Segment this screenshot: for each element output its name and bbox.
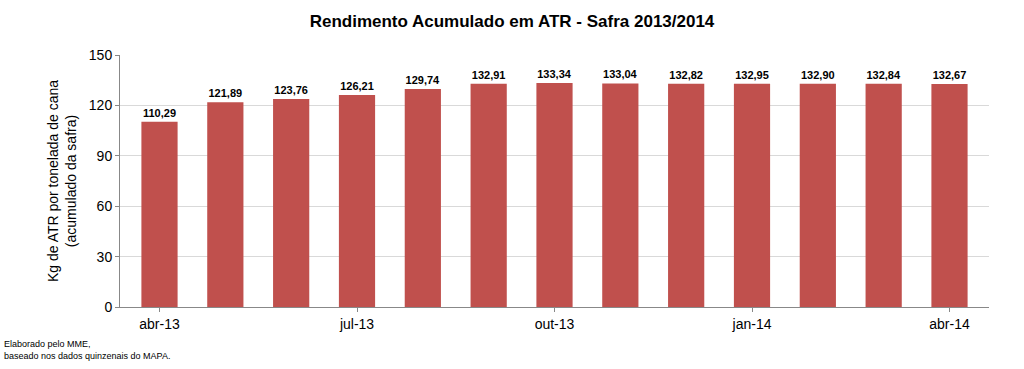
svg-text:132,82: 132,82 [669,69,703,81]
svg-text:110,29: 110,29 [143,107,176,119]
svg-text:Rendimento Acumulado em ATR -: Rendimento Acumulado em ATR - Safra 2013… [310,12,715,31]
svg-text:Elaborado pelo MME,baseado nos: Elaborado pelo MME,baseado nos dados qui… [4,339,170,361]
svg-text:132,67: 132,67 [933,69,967,81]
svg-text:abr-13: abr-13 [139,316,180,332]
svg-text:126,21: 126,21 [340,80,374,92]
svg-text:132,95: 132,95 [735,69,769,81]
svg-text:133,34: 133,34 [537,68,572,80]
svg-text:121,89: 121,89 [209,87,243,99]
svg-text:133,04: 133,04 [603,68,638,80]
svg-text:129,74: 129,74 [406,74,441,86]
svg-text:132,91: 132,91 [472,69,506,81]
svg-text:jan-14: jan-14 [732,316,772,332]
svg-text:90: 90 [97,148,113,164]
svg-text:0: 0 [104,299,112,315]
svg-text:30: 30 [97,249,113,265]
svg-text:123,76: 123,76 [274,84,308,96]
svg-text:jul-13: jul-13 [339,316,374,332]
svg-text:abr-14: abr-14 [929,316,970,332]
svg-text:132,90: 132,90 [801,69,835,81]
svg-text:120: 120 [89,97,113,113]
svg-text:60: 60 [97,198,113,214]
svg-text:Kg de ATR por tonelada de cana: Kg de ATR por tonelada de cana(acumulado… [45,80,79,282]
svg-text:out-13: out-13 [535,316,575,332]
svg-text:150: 150 [89,47,113,63]
svg-text:132,84: 132,84 [866,69,901,81]
